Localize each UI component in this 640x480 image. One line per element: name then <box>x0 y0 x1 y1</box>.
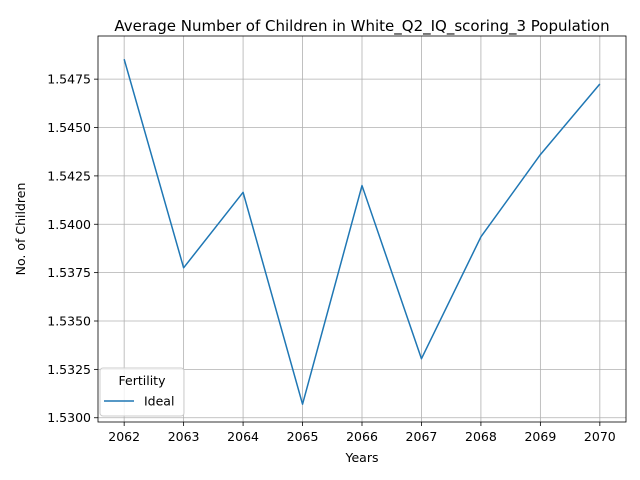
x-tick-label: 2065 <box>287 429 319 444</box>
legend-label-ideal: Ideal <box>144 394 174 409</box>
y-tick-label: 1.5350 <box>47 314 91 329</box>
y-tick-label: 1.5425 <box>47 168 91 183</box>
x-tick-label: 2066 <box>346 429 378 444</box>
y-tick-label: 1.5400 <box>47 217 91 232</box>
y-tick-label: 1.5450 <box>47 120 91 135</box>
y-tick-label: 1.5475 <box>47 72 91 87</box>
x-tick-label: 2069 <box>524 429 556 444</box>
x-tick-label: 2062 <box>108 429 140 444</box>
x-tick-label: 2068 <box>465 429 497 444</box>
y-tick-label: 1.5375 <box>47 265 91 280</box>
legend-title: Fertility <box>119 373 167 388</box>
x-axis-label: Years <box>345 450 379 465</box>
y-axis-label: No. of Children <box>13 183 28 276</box>
y-tick-label: 1.5325 <box>47 362 91 377</box>
x-tick-label: 2063 <box>168 429 200 444</box>
x-tick-label: 2067 <box>406 429 438 444</box>
x-tick-label: 2064 <box>227 429 259 444</box>
chart-title: Average Number of Children in White_Q2_I… <box>114 17 609 36</box>
legend: Fertility Ideal <box>100 368 184 416</box>
x-tick-label: 2070 <box>584 429 616 444</box>
y-tick-label: 1.5300 <box>47 410 91 425</box>
